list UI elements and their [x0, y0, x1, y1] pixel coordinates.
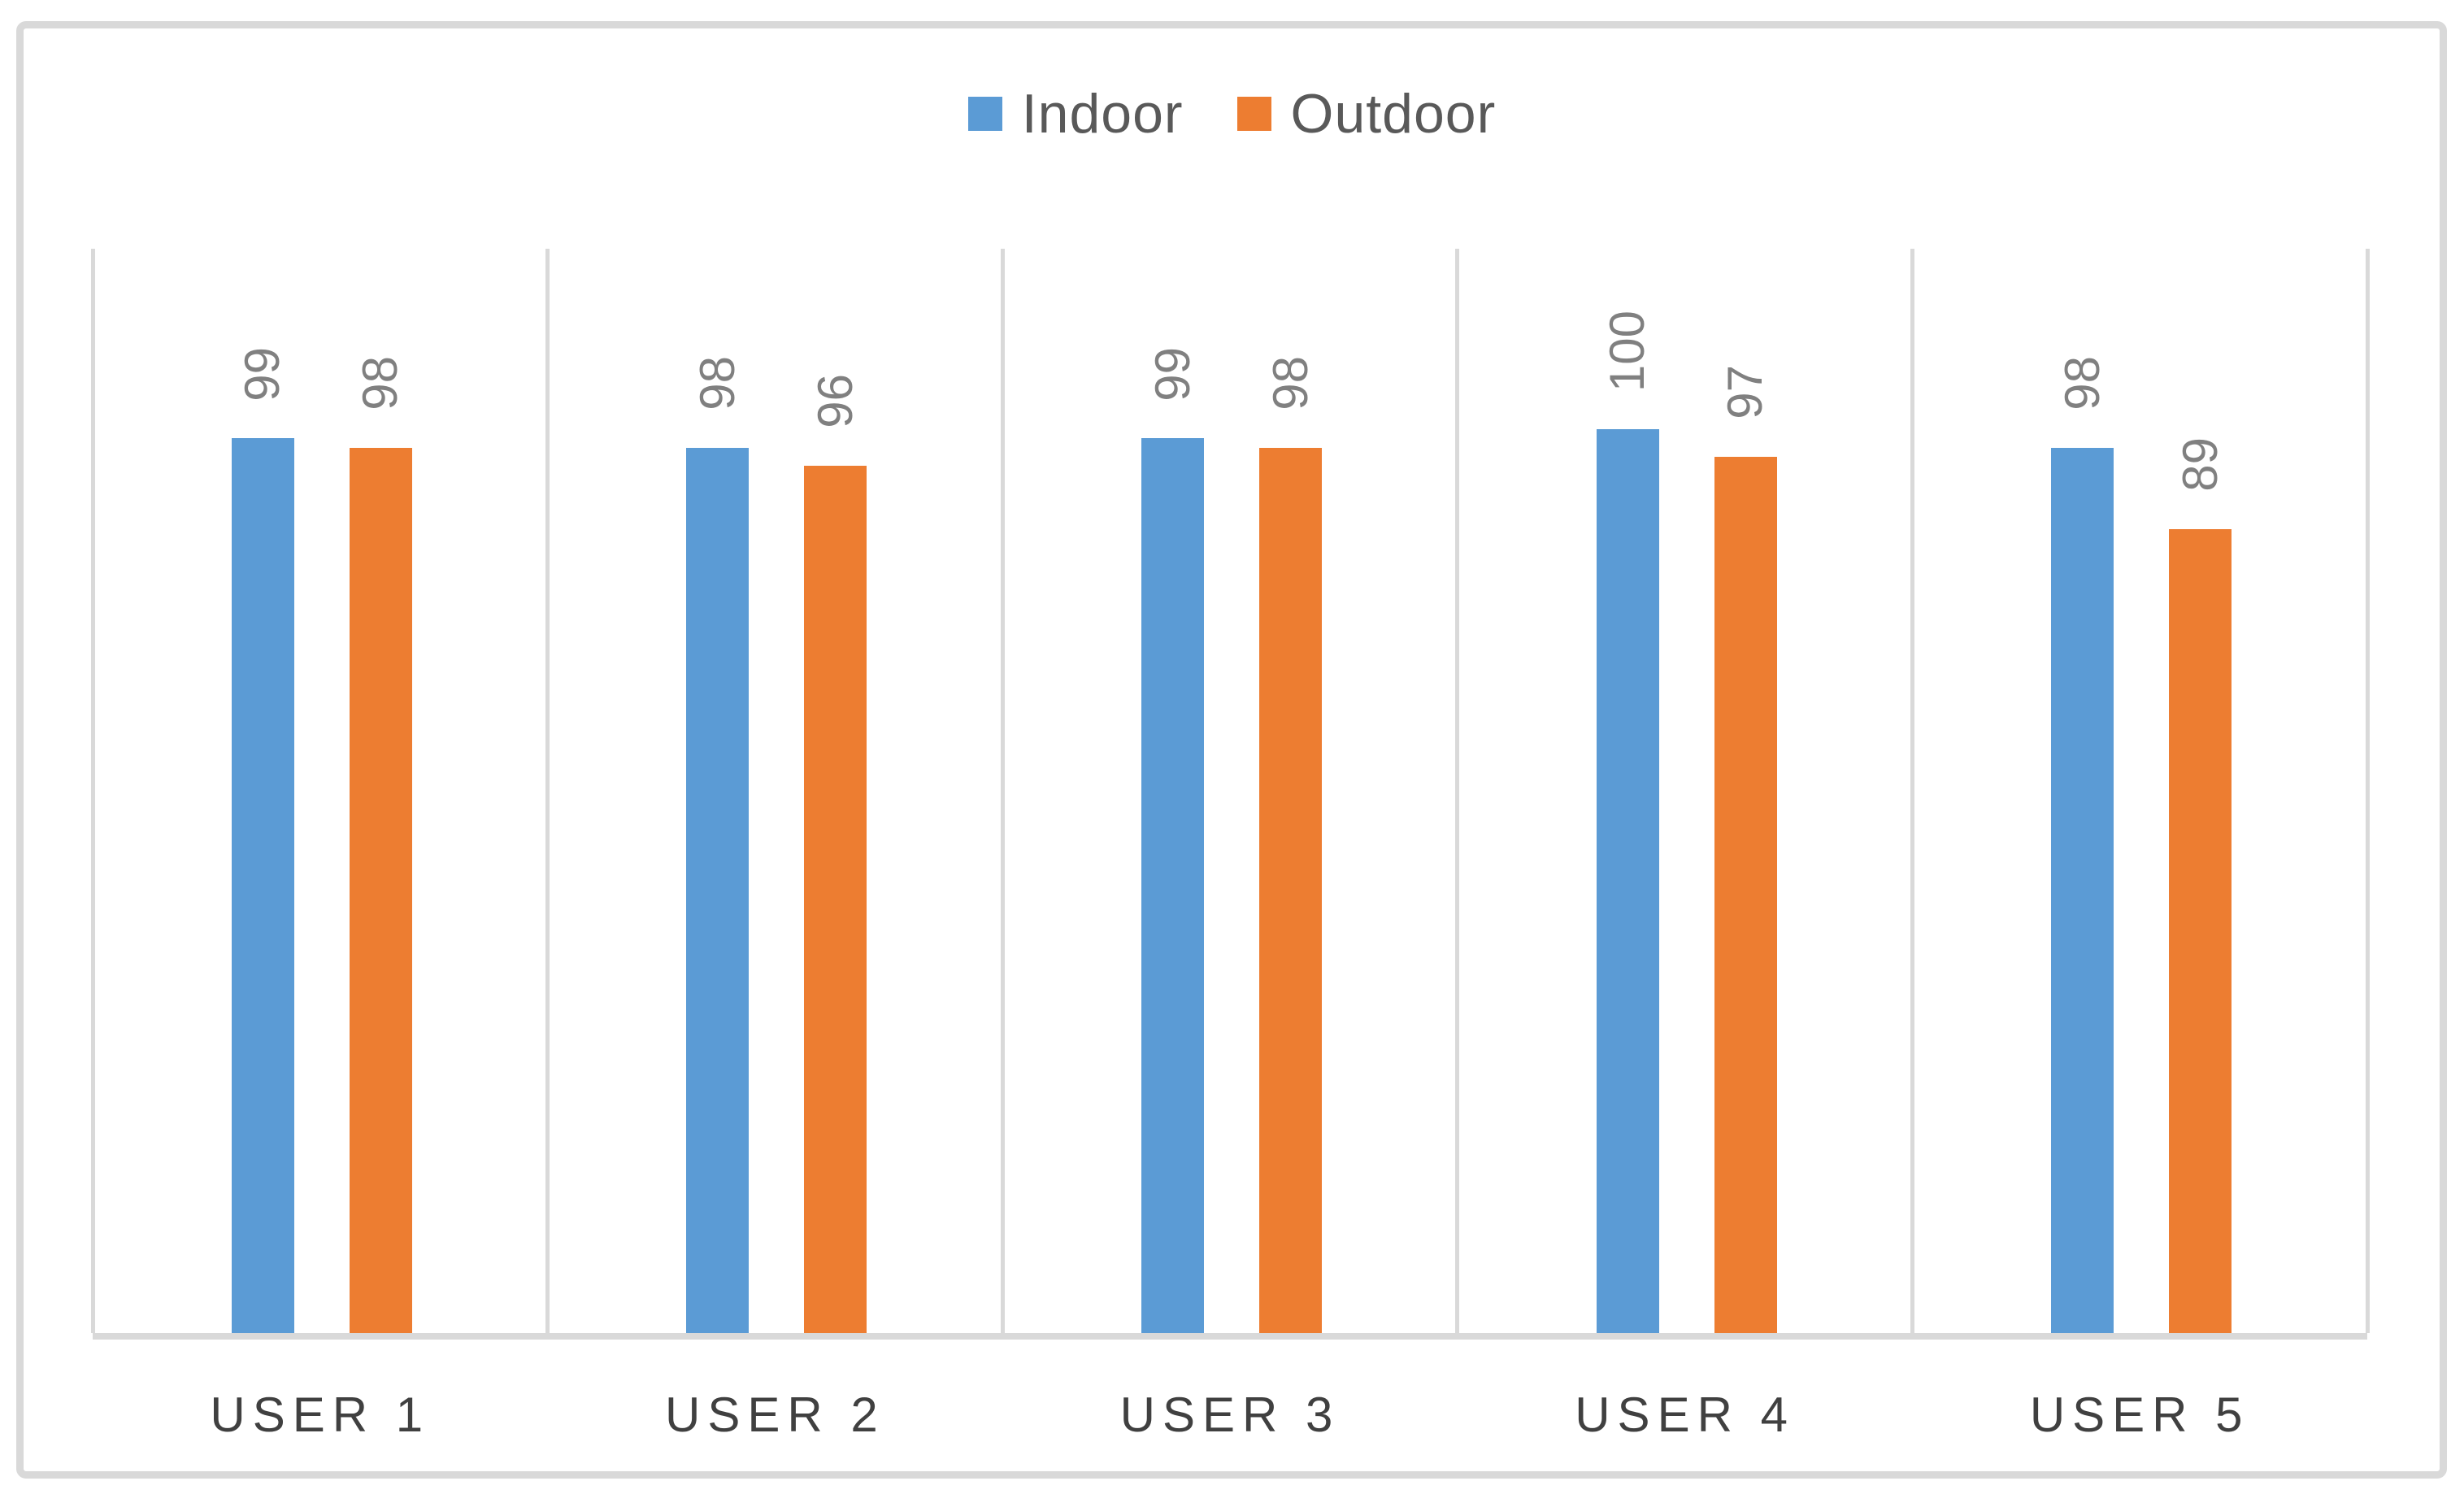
category-label-user-2: USER 2 — [665, 1388, 885, 1442]
bar-indoor-user-2 — [686, 447, 750, 1333]
bar-outdoor-user-3 — [1259, 447, 1322, 1333]
value-label-outdoor-user-1: 98 — [353, 355, 408, 410]
value-label-outdoor-user-2: 96 — [807, 374, 863, 428]
gridline — [1000, 249, 1005, 1333]
bar-indoor-user-1 — [231, 438, 294, 1333]
gridline — [90, 249, 95, 1333]
gridline — [2365, 249, 2370, 1333]
legend-label-indoor: Indoor — [1021, 83, 1184, 145]
legend-item-indoor: Indoor — [967, 83, 1184, 145]
bar-outdoor-user-1 — [349, 447, 412, 1333]
value-label-indoor-user-5: 98 — [2054, 355, 2110, 410]
bar-indoor-user-3 — [1141, 438, 1204, 1333]
value-label-indoor-user-4: 100 — [1600, 311, 1655, 393]
gridline — [545, 249, 550, 1333]
category-label-user-5: USER 5 — [2029, 1388, 2250, 1442]
category-label-user-1: USER 1 — [210, 1388, 431, 1442]
bar-indoor-user-4 — [1596, 429, 1659, 1333]
bar-outdoor-user-5 — [2169, 528, 2232, 1333]
value-label-indoor-user-2: 98 — [689, 355, 745, 410]
legend-swatch-indoor — [967, 97, 1002, 132]
value-label-indoor-user-3: 99 — [1145, 346, 1200, 402]
legend-swatch-outdoor — [1236, 97, 1271, 132]
bar-indoor-user-5 — [2051, 447, 2114, 1333]
value-label-outdoor-user-4: 97 — [1718, 364, 1773, 419]
bar-outdoor-user-2 — [804, 465, 867, 1333]
category-label-user-3: USER 3 — [1119, 1388, 1341, 1442]
gridline — [1455, 249, 1460, 1333]
legend-item-outdoor: Outdoor — [1236, 83, 1497, 145]
plot-area: 99 98 98 96 99 98 100 97 98 89 — [90, 249, 2370, 1340]
legend: Indoor Outdoor — [0, 84, 2464, 145]
category-label-user-4: USER 4 — [1575, 1388, 1795, 1442]
chart-frame — [16, 21, 2447, 1479]
gridline — [1910, 249, 1914, 1333]
value-label-outdoor-user-5: 89 — [2172, 436, 2227, 492]
value-label-outdoor-user-3: 98 — [1262, 355, 1318, 410]
legend-label-outdoor: Outdoor — [1290, 83, 1497, 145]
value-label-indoor-user-1: 99 — [235, 346, 290, 402]
bar-outdoor-user-4 — [1714, 456, 1777, 1333]
x-axis-line — [93, 1333, 2367, 1340]
